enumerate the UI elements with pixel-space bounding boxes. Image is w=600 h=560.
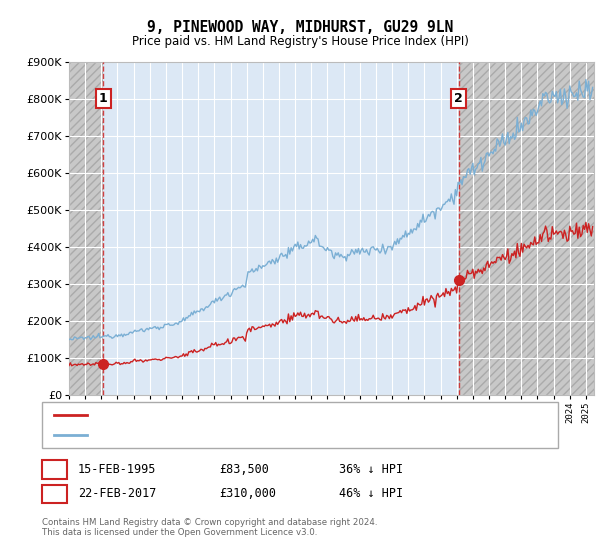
Bar xyxy=(458,62,594,395)
Text: Contains HM Land Registry data © Crown copyright and database right 2024.
This d: Contains HM Land Registry data © Crown c… xyxy=(42,518,377,538)
Text: 46% ↓ HPI: 46% ↓ HPI xyxy=(339,487,403,501)
Text: 1: 1 xyxy=(50,463,59,476)
Text: 1: 1 xyxy=(99,92,107,105)
Text: 2: 2 xyxy=(50,487,59,501)
Text: Price paid vs. HM Land Registry's House Price Index (HPI): Price paid vs. HM Land Registry's House … xyxy=(131,35,469,48)
Bar xyxy=(69,62,103,395)
Text: 2: 2 xyxy=(454,92,463,105)
Text: 9, PINEWOOD WAY, MIDHURST, GU29 9LN (detached house): 9, PINEWOOD WAY, MIDHURST, GU29 9LN (det… xyxy=(93,410,406,420)
Text: £310,000: £310,000 xyxy=(219,487,276,501)
Text: HPI: Average price, detached house, Chichester: HPI: Average price, detached house, Chic… xyxy=(93,430,342,440)
Text: £83,500: £83,500 xyxy=(219,463,269,476)
Text: 15-FEB-1995: 15-FEB-1995 xyxy=(78,463,157,476)
Text: 22-FEB-2017: 22-FEB-2017 xyxy=(78,487,157,501)
Text: 9, PINEWOOD WAY, MIDHURST, GU29 9LN: 9, PINEWOOD WAY, MIDHURST, GU29 9LN xyxy=(147,20,453,35)
Text: 36% ↓ HPI: 36% ↓ HPI xyxy=(339,463,403,476)
